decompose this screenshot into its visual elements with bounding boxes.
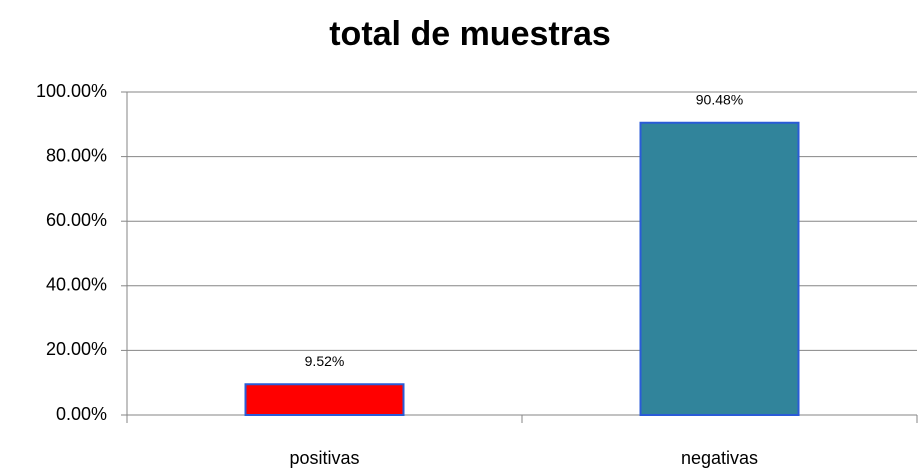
x-tick-label: positivas bbox=[289, 448, 359, 468]
y-tick-label: 20.00% bbox=[46, 339, 107, 359]
value-label: 9.52% bbox=[305, 353, 345, 369]
bar bbox=[244, 383, 405, 416]
chart-title: total de muestras bbox=[329, 15, 611, 53]
y-tick-label: 0.00% bbox=[56, 404, 107, 424]
y-tick-label: 80.00% bbox=[46, 145, 107, 165]
y-tick-label: 100.00% bbox=[36, 81, 107, 101]
y-tick-label: 60.00% bbox=[46, 210, 107, 230]
x-tick-label: negativas bbox=[681, 448, 758, 468]
bar bbox=[639, 121, 800, 416]
value-label: 90.48% bbox=[696, 91, 743, 107]
y-tick-label: 40.00% bbox=[46, 275, 107, 295]
